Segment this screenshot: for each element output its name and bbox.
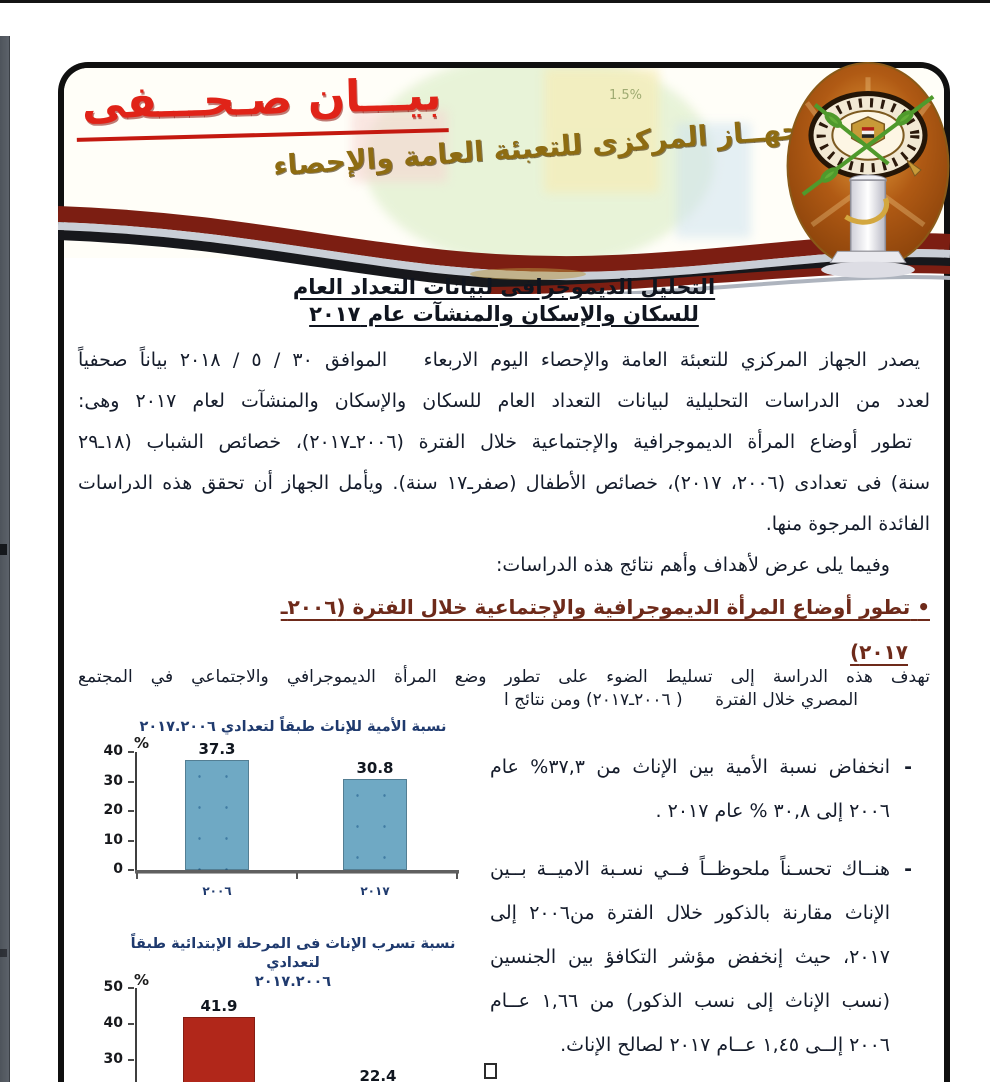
y-axis-line [135,752,137,874]
y-axis-tick [128,1023,134,1025]
finding-item: - هنــاك تحسـناً ملحوظــاً فــي نسـبة ال… [490,847,914,1067]
document-frame: 1.5% بيـــان صـحـــفى الجهــاز المركزى ل… [58,62,950,1082]
y-axis-tick [128,780,134,783]
y-axis-tick [128,839,134,842]
y-axis-tick [128,751,134,753]
y-axis-tick-label: 50 [103,979,123,995]
scrollbar-mark [0,949,7,957]
banner-watermark-text: 1.5% [609,88,643,103]
chart-title-years: ٢٠١٧.٢٠٠٦ [254,974,332,990]
paragraph-line: تطور أوضاع المرأة الديموجرافية والإجتماع… [78,431,912,453]
section-heading-line1: • تطور أوضاع المرأة الديموجرافية والإجتم… [280,595,930,619]
y-axis-tick [128,810,134,812]
y-axis-tick [128,987,134,989]
y-axis-tick-label: 20 [103,802,123,818]
section-heading: • تطور أوضاع المرأة الديموجرافية والإجتم… [78,585,930,675]
study-intro: تهدف هذه الدراسة إلى تسليط الضوء على تطو… [78,666,930,712]
scrollbar-track[interactable] [0,36,10,1082]
bar [185,759,249,870]
y-axis-unit-label: % [134,971,150,989]
paragraph-line: يصدر الجهاز المركزي للتعبئة العامة والإح… [78,349,921,371]
finding-text: هنــاك تحسـناً ملحوظــاً فــي نسـبة الام… [490,858,890,1056]
findings-list: - انخفاض نسبة الأمية بين الإناث من ٣٧,٣%… [490,745,914,1081]
banner-decoration [352,110,447,182]
document-title-line2: للسكان والإسكان والمنشآت عام ٢٠١٧ [309,302,699,326]
y-axis-tick [128,1059,134,1061]
section-heading-line2: ٢٠١٧) [850,640,908,664]
chart-title: نسبة الأمية للإناث طبقاً لتعدادي ٢٠١٧.٢٠… [139,719,447,735]
intro-paragraph: يصدر الجهاز المركزي للتعبئة العامة والإح… [78,340,930,586]
finding-text: انخفاض نسبة الأمية بين الإناث من ٣٧,٣% ع… [490,756,891,822]
x-axis-tick [456,873,458,879]
x-axis-line [135,870,459,873]
top-border-line [0,0,990,3]
y-axis-tick-label: 40 [103,1015,123,1031]
y-axis-line [135,988,137,1082]
y-axis-tick-label: 30 [103,1051,123,1067]
paragraph-line: وفيما يلى عرض لأهداف وأهم نتائج هذه الدر… [496,554,890,576]
y-axis-tick-label: 0 [113,861,123,877]
study-intro-line1: تهدف هذه الدراسة إلى تسليط الضوء على تطو… [78,667,930,687]
paragraph-line: الفائدة المرجوة منها. [765,513,930,535]
x-axis-tick [296,873,298,879]
y-axis-tick-label: 30 [103,772,123,789]
dash-bullet-icon: - [904,756,912,778]
y-axis-unit-label: % [134,734,150,752]
scrollbar-mark [0,544,7,555]
press-release-title: بيـــان صـحـــفى [75,69,449,142]
paragraph-line: لعدد من الدراسات التحليلية لبيانات التعد… [78,390,930,412]
category-label: ٢٠٠٦ [202,884,232,898]
study-intro-line2: المصري خلال الفترة ( ٢٠٠٦ـ٢٠١٧) ومن نتائ… [504,690,858,710]
bar [183,1017,255,1082]
bar-value-label: 22.4 [359,1067,397,1082]
paragraph-line: سنة) فى تعدادى (٢٠٠٦، ٢٠١٧)، خصائص الأطف… [78,472,931,494]
x-axis-tick [136,873,138,879]
stray-glyph-box [484,1063,497,1079]
bar [343,779,407,870]
bar-value-label: 37.3 [198,739,236,758]
y-axis-tick-label: 40 [103,743,123,759]
chart-title: نسبة تسرب الإناث فى المرحلة الإبتدائية ط… [130,936,456,971]
bar-value-label: 30.8 [356,759,394,778]
dash-bullet-icon: - [904,858,912,880]
agency-logo-icon [786,62,950,278]
y-axis-tick-label: 10 [103,831,123,848]
finding-item: - انخفاض نسبة الأمية بين الإناث من ٣٧,٣%… [490,745,914,833]
document-title: التحليل الديموجرافى لبيانات التعداد العا… [64,274,944,328]
y-axis-tick [128,869,134,871]
bar-value-label: 41.9 [200,997,238,1016]
category-label: ٢٠١٧ [360,884,390,898]
bullet-icon: • [917,595,930,619]
banner-decoration [544,68,659,193]
dropout-bar-chart: نسبة تسرب الإناث فى المرحلة الإبتدائية ط… [72,935,476,1082]
illiteracy-bar-chart: نسبة الأمية للإناث طبقاً لتعدادي ٢٠١٧.٢٠… [72,718,476,934]
banner-decoration [676,123,751,238]
document-title-line1: التحليل الديموجرافى لبيانات التعداد العا… [292,275,716,299]
